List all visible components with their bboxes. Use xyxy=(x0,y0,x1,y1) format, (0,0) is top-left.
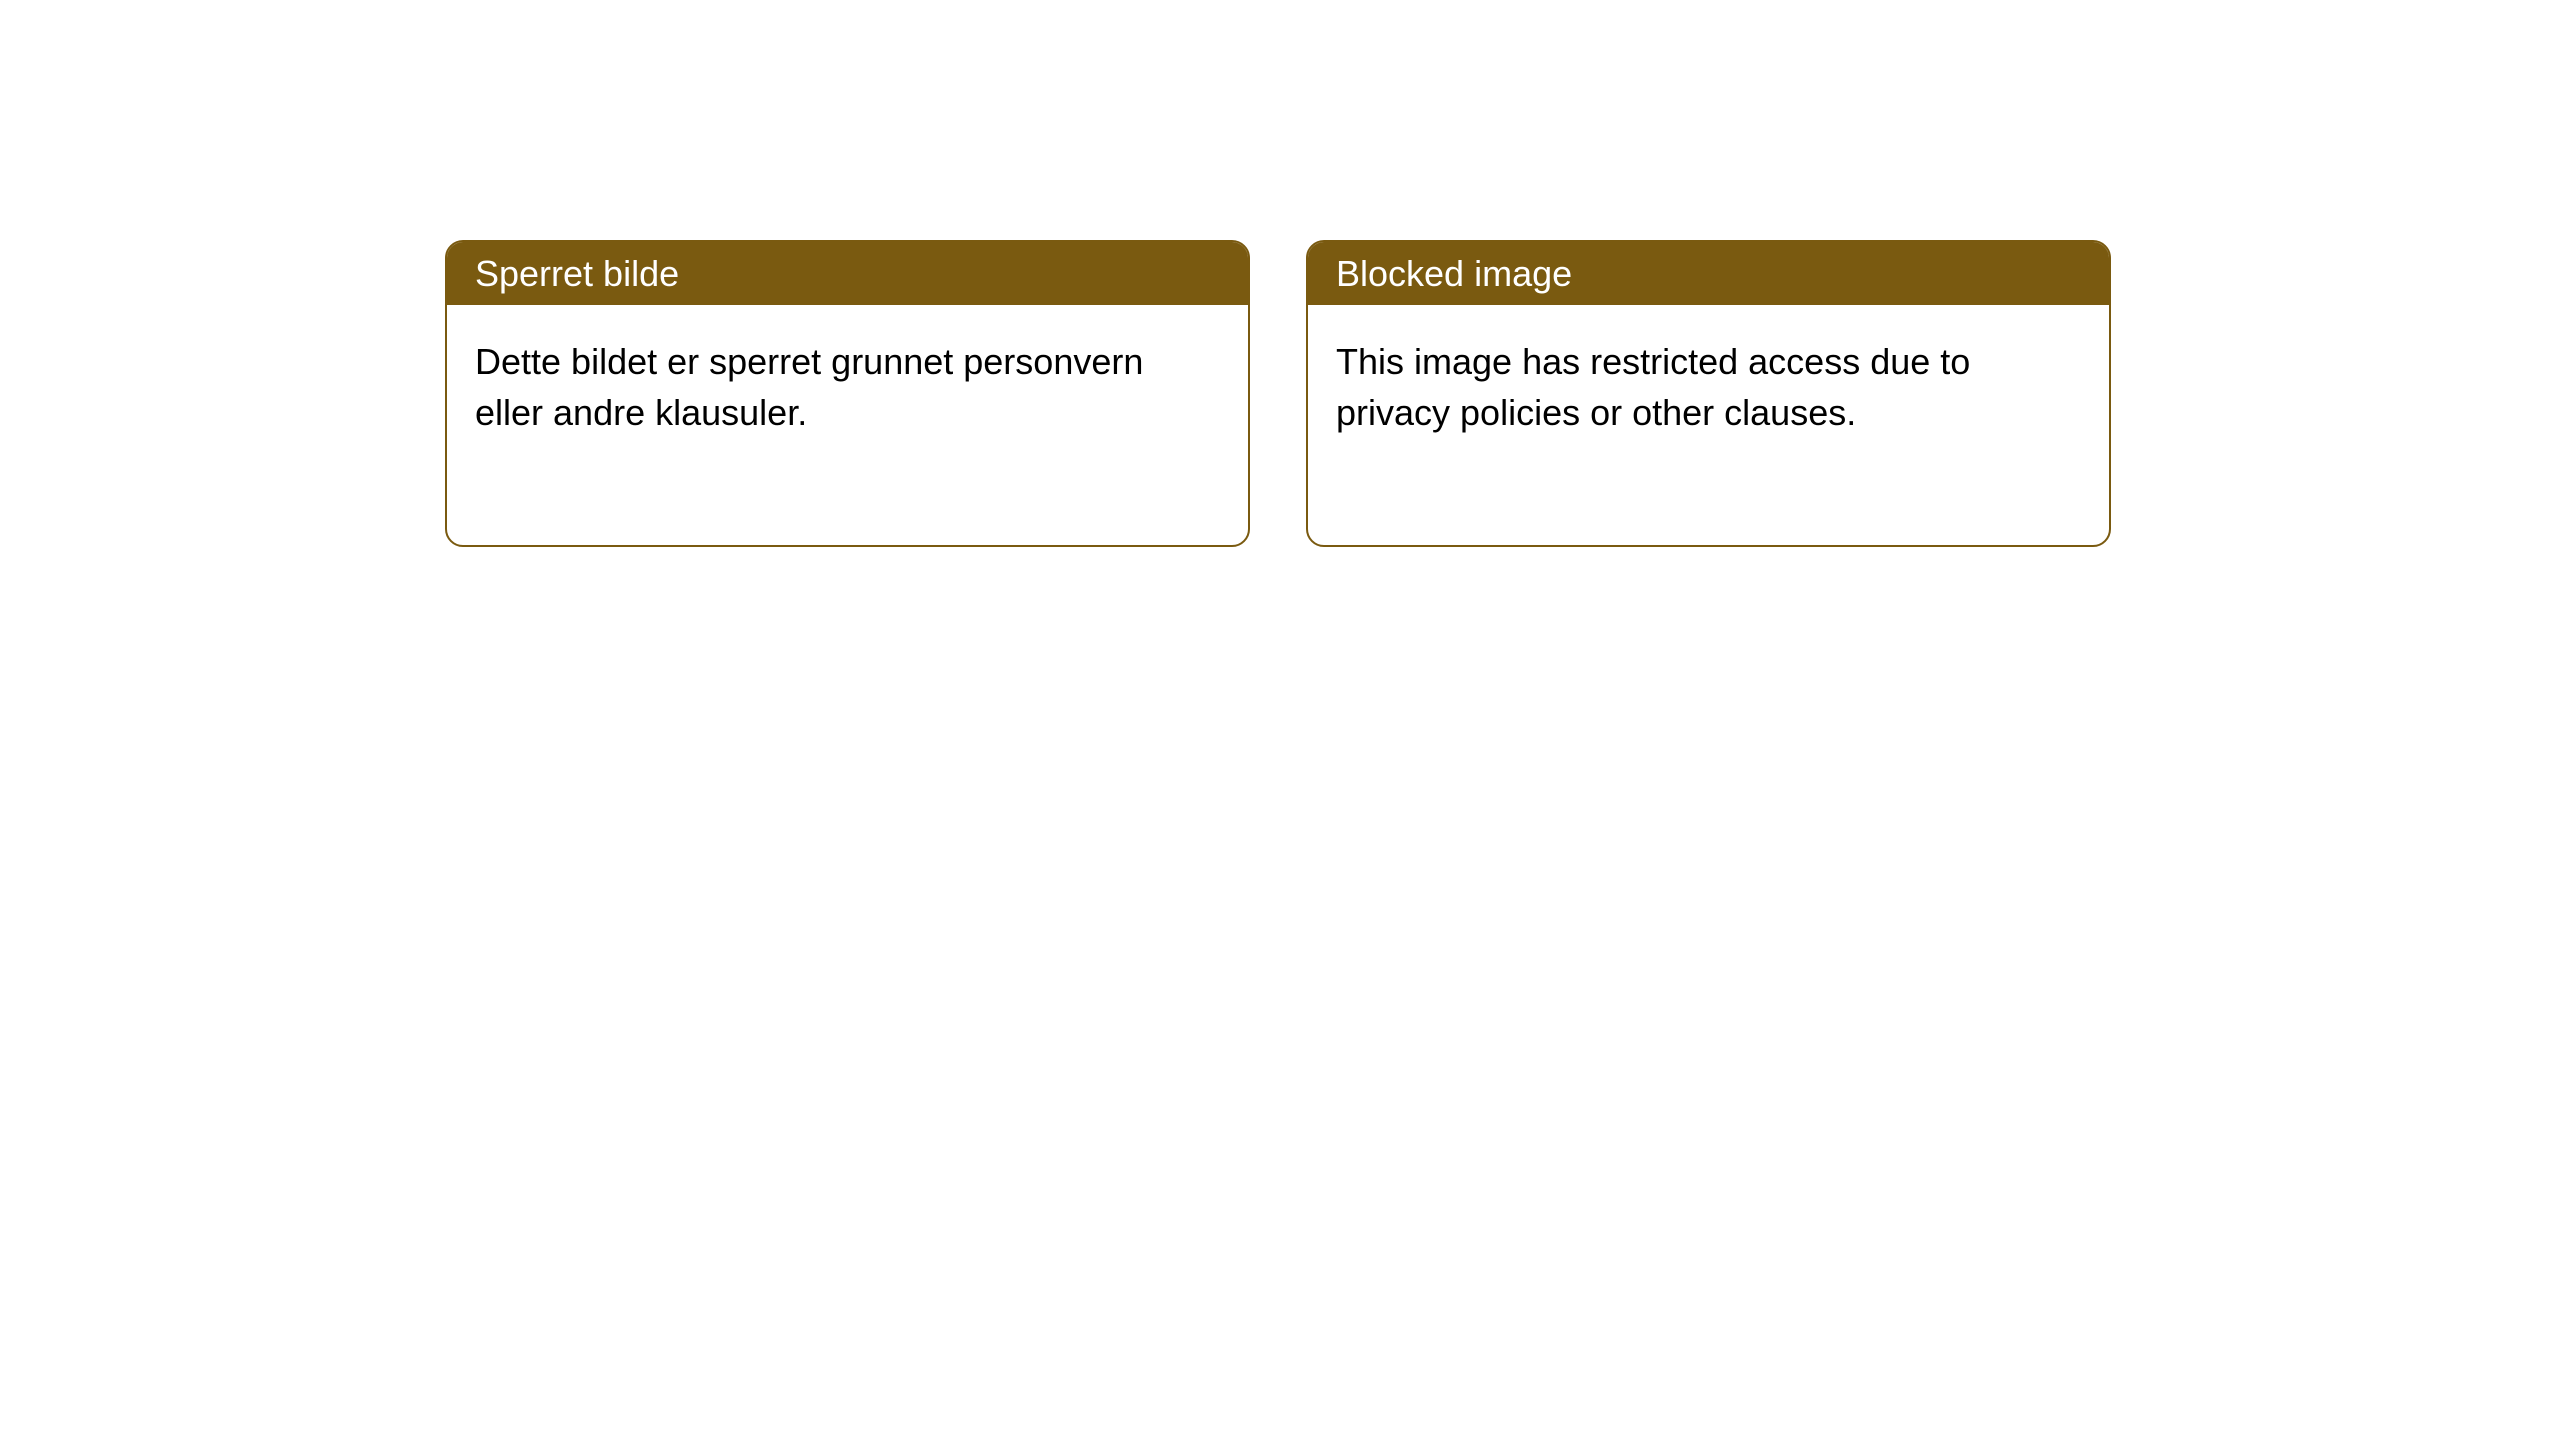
card-body-text: Dette bildet er sperret grunnet personve… xyxy=(475,341,1143,432)
notice-container: Sperret bilde Dette bildet er sperret gr… xyxy=(445,240,2111,547)
card-body: This image has restricted access due to … xyxy=(1308,305,2109,545)
card-body-text: This image has restricted access due to … xyxy=(1336,341,1970,432)
card-title: Blocked image xyxy=(1336,253,1572,294)
card-header: Sperret bilde xyxy=(447,242,1248,305)
card-header: Blocked image xyxy=(1308,242,2109,305)
notice-card-english: Blocked image This image has restricted … xyxy=(1306,240,2111,547)
card-title: Sperret bilde xyxy=(475,253,679,294)
notice-card-norwegian: Sperret bilde Dette bildet er sperret gr… xyxy=(445,240,1250,547)
card-body: Dette bildet er sperret grunnet personve… xyxy=(447,305,1248,545)
